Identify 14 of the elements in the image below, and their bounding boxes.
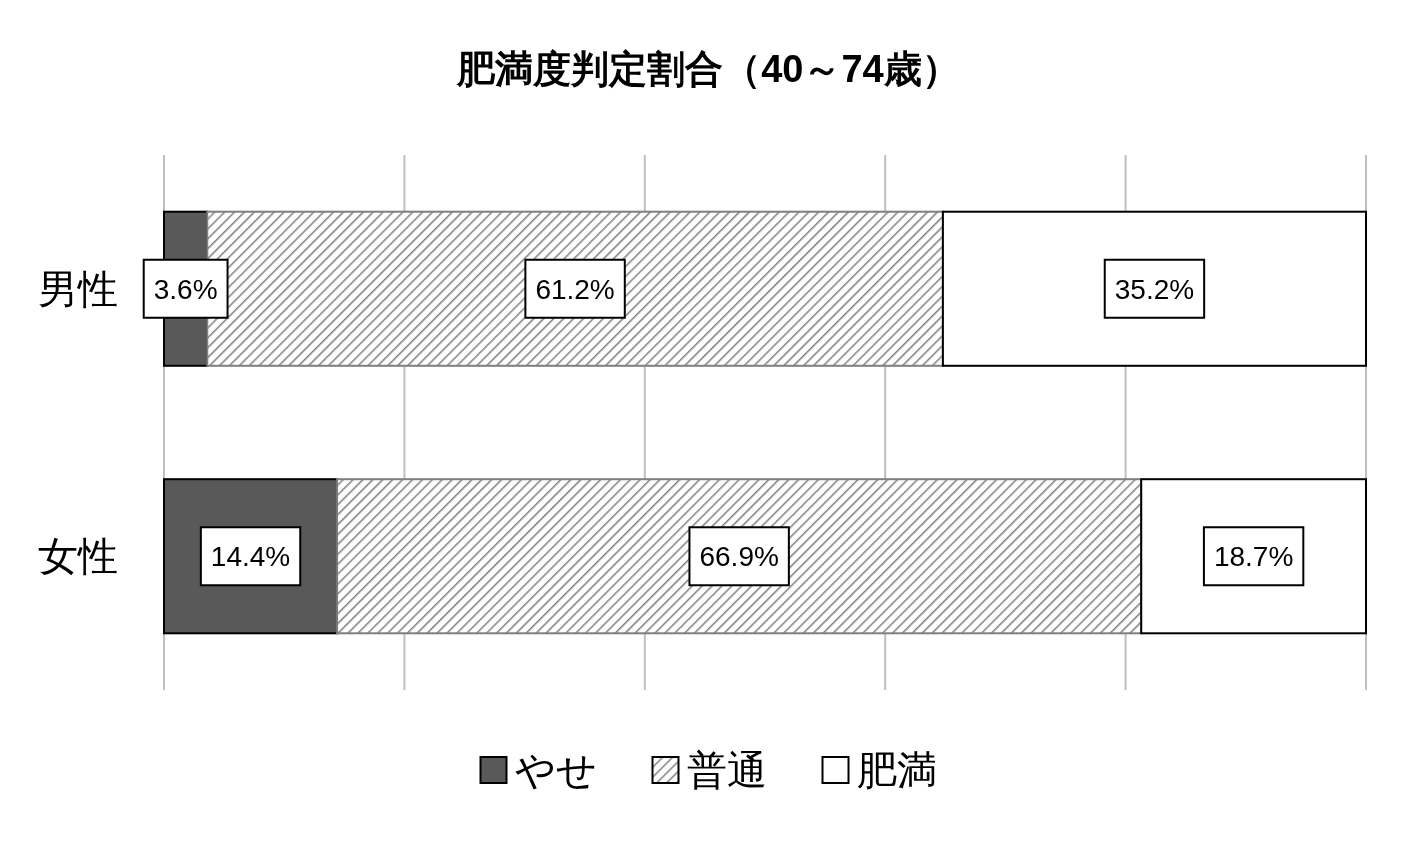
data-label: 66.9%: [699, 541, 779, 573]
data-label: 14.4%: [210, 541, 291, 573]
y-tick-label: 男性: [38, 266, 118, 311]
data-label: 18.7%: [1213, 541, 1294, 573]
data-label: 61.2%: [535, 273, 615, 305]
chart-title: 肥満度判定割合（40～74歳）: [456, 48, 960, 90]
data-label: 35.2%: [1114, 273, 1195, 305]
bar: [941, 210, 1367, 367]
bar: [336, 478, 1143, 635]
data-label: 3.6%: [153, 273, 218, 305]
legend-label: 普通: [686, 748, 767, 792]
y-tick-label: 女性: [38, 534, 118, 579]
legend-label: 肥満: [856, 748, 937, 792]
legend-label: やせ: [514, 748, 597, 792]
